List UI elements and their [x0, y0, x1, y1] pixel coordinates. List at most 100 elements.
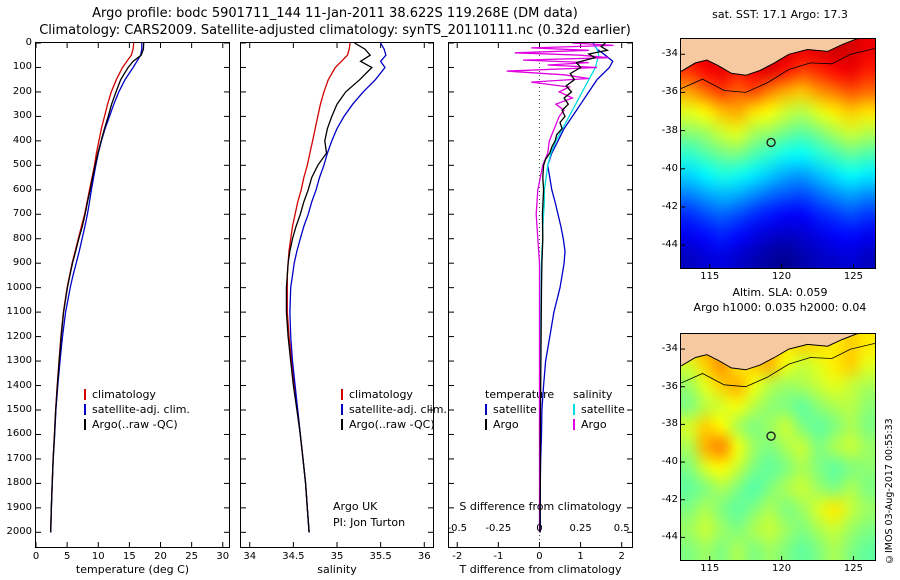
legend-item-climatology: climatology [84, 387, 190, 402]
s-argo-line-swatch [573, 419, 575, 430]
climatology-line-swatch [84, 389, 86, 400]
s-satellite-line-swatch [573, 404, 575, 415]
y-tick-label: 1100 [6, 306, 32, 318]
shelf-contour [681, 48, 875, 93]
x-tick-label: 5 [63, 551, 71, 562]
map-x-tick-label: 125 [843, 271, 863, 282]
map-y-tick-label: -44 [661, 239, 678, 251]
figure-title-line2: Climatology: CARS2009. Satellite-adjuste… [39, 23, 631, 38]
x-tick-label: 34.5 [282, 551, 305, 562]
legend-item-satellite-clim: satellite-adj. clim. [341, 402, 447, 417]
argo-position-marker [766, 431, 776, 441]
pi-text: PI: Jon Turton [333, 516, 406, 529]
sla-stats-text: Altim. SLA: 0.059 [732, 286, 828, 299]
y-tick-label: 0 [25, 37, 32, 48]
legend-label-argo: Argo(..raw -QC) [349, 418, 435, 431]
s-axis-label: S difference from climatology [459, 500, 622, 513]
legend-label-argo: Argo(..raw -QC) [92, 418, 178, 431]
diff-legend-sal-header: salinity [573, 388, 613, 401]
series-line-satellite-adj-clim [289, 43, 387, 533]
x-axis-label: temperature (deg C) [75, 563, 190, 576]
y-tick-label: 300 [12, 110, 32, 122]
y-tick-label: 1500 [6, 403, 32, 415]
x-tick-label: 0 [32, 551, 40, 562]
x-tick-label: 10 [91, 551, 105, 562]
legend-label-s-satellite: satellite [581, 403, 625, 416]
land-polygon [681, 334, 875, 370]
legend-item-t-argo: Argo [485, 417, 554, 432]
y-tick-label: 1000 [6, 281, 32, 293]
s-tick-label: -0.5 [447, 523, 467, 534]
s-tick-label: -0.25 [485, 523, 512, 534]
argo-line-swatch [84, 419, 86, 430]
x-tick-label: 36 [417, 551, 431, 562]
climatology-line-swatch [341, 389, 343, 400]
satellite-clim-line-swatch [84, 404, 86, 415]
map-y-tick-label: -40 [661, 456, 678, 468]
y-tick-label: 100 [12, 61, 32, 73]
shelf-contour [681, 343, 875, 388]
temperature-profile-plot: climatology satellite-adj. clim. Argo(..… [7, 37, 230, 576]
map-y-tick-label: -40 [661, 162, 678, 174]
difference-profile-plot: temperature satellite Argo salinity sate… [447, 42, 633, 576]
x-tick-label: 2 [618, 551, 625, 562]
sst-heatmap [681, 39, 875, 268]
series-line-argo-raw-qc [285, 43, 373, 533]
s-tick-label: 0.5 [613, 523, 630, 534]
satellite-clim-line-swatch [341, 404, 343, 415]
x-tick-label: 34 [243, 551, 257, 562]
series-line-s-diff-argo [506, 43, 614, 533]
legend-item-argo: Argo(..raw -QC) [84, 417, 190, 432]
y-tick-label: 1900 [6, 501, 32, 513]
map-x-tick-label: 115 [700, 271, 720, 282]
sla-heatmap [681, 334, 875, 560]
y-tick-label: 1200 [6, 330, 32, 342]
map-x-tick-label: 120 [772, 563, 792, 574]
coastline [681, 334, 859, 371]
diff-legend-temperature: temperature satellite Argo [485, 387, 554, 432]
series-line-climatology [49, 43, 135, 533]
x-axis-label: salinity [317, 563, 357, 576]
map-y-tick-label: -42 [661, 200, 678, 212]
legend-label-t-argo: Argo [493, 418, 519, 431]
map-y-tick-label: -42 [661, 493, 678, 505]
temperature-legend: climatology satellite-adj. clim. Argo(..… [84, 387, 190, 432]
argo-position-marker [766, 137, 776, 148]
legend-label-s-argo: Argo [581, 418, 607, 431]
map-x-tick-label: 120 [772, 271, 792, 282]
figure-title-line1: Argo profile: bodc 5901711_144 11-Jan-20… [92, 6, 578, 21]
x-tick-label: 35 [330, 551, 344, 562]
legend-label-satellite-clim: satellite-adj. clim. [92, 403, 190, 416]
t-satellite-line-swatch [485, 404, 487, 415]
x-tick-label: 30 [216, 551, 230, 562]
x-tick-label: -1 [493, 551, 504, 562]
x-tick-label: 15 [123, 551, 136, 562]
land-polygon [681, 39, 875, 76]
sst-map: 115 120 125 -34 -36 -38 -40 -42 -44 [662, 38, 876, 282]
s-tick-label: 0.25 [569, 523, 592, 534]
series-line-t-diff-satellite [539, 43, 614, 533]
sla-map: 115 120 125 -34 -36 -38 -40 -42 -44 [662, 333, 876, 574]
y-tick-label: 500 [12, 159, 32, 171]
legend-label-climatology: climatology [92, 388, 156, 401]
legend-item-s-satellite: satellite [573, 402, 625, 417]
x-tick-label: -2 [452, 551, 463, 562]
x-tick-label: 35.5 [369, 551, 392, 562]
y-tick-label: 1400 [6, 379, 32, 391]
imos-credit-text: ©IMOS 03-Aug-2017 00:55:33 [884, 418, 895, 564]
y-tick-label: 1800 [6, 477, 32, 489]
y-tick-label: 400 [12, 134, 32, 146]
x-tick-label: 1 [577, 551, 584, 562]
legend-label-satellite-clim: satellite-adj. clim. [349, 403, 447, 416]
sst-stats-text: sat. SST: 17.1 Argo: 17.3 [712, 8, 848, 21]
salinity-legend: climatology satellite-adj. clim. Argo(..… [341, 387, 447, 432]
map-y-tick-label: -44 [661, 531, 678, 543]
coastline [681, 39, 859, 76]
y-tick-label: 1700 [6, 452, 32, 464]
legend-label-climatology: climatology [349, 388, 413, 401]
map-y-tick-label: -34 [661, 48, 678, 60]
x-tick-label: 0 [536, 551, 543, 562]
y-tick-label: 1600 [6, 428, 32, 440]
series-line-t-diff-argo [539, 43, 610, 533]
